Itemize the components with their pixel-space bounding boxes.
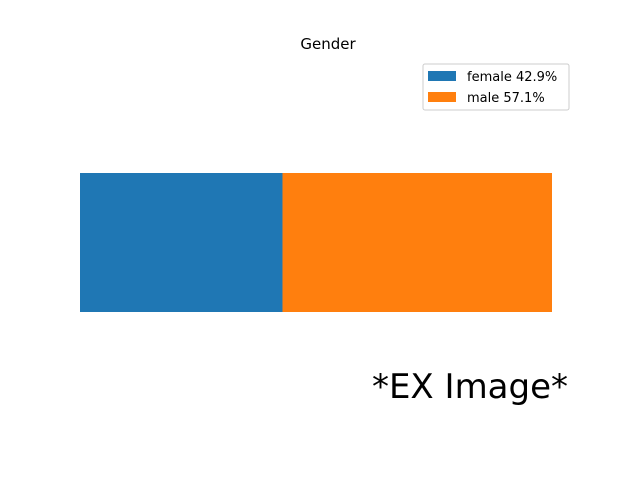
legend-swatch-female <box>428 71 456 81</box>
legend-swatch-male <box>428 92 456 102</box>
watermark-text: *EX Image* <box>372 367 568 407</box>
legend-label-female: female 42.9% <box>467 70 557 85</box>
legend-frame <box>422 63 570 111</box>
bar-segment-male <box>282 173 552 312</box>
legend: female 42.9% male 57.1% <box>422 63 570 111</box>
legend-label-male: male 57.1% <box>467 91 545 106</box>
bar-segment-female <box>80 173 283 312</box>
chart-title: Gender <box>300 35 356 53</box>
stacked-bar <box>80 173 552 312</box>
